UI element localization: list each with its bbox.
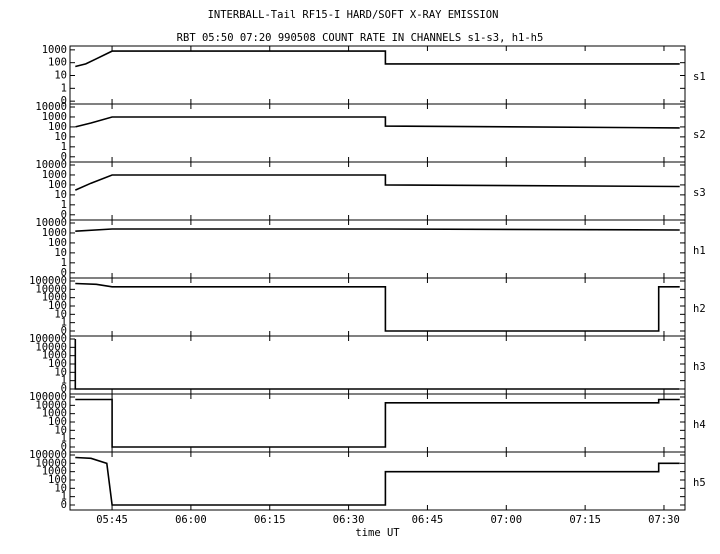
y-tick-label: 100 (48, 237, 67, 249)
y-tick-label: 100000 (29, 275, 67, 287)
data-line (75, 398, 680, 448)
chart-title: INTERBALL-Tail RF15-I HARD/SOFT X-RAY EM… (208, 9, 499, 21)
x-tick-label: 05:45 (96, 514, 128, 526)
y-tick-label: 0 (61, 325, 67, 337)
x-tick-label: 06:15 (254, 514, 286, 526)
channel-label: h2 (693, 303, 706, 315)
data-line (74, 339, 680, 390)
y-tick-label: 10000 (35, 399, 67, 411)
y-tick-label: 10 (54, 424, 67, 436)
y-tick-label: 10 (54, 189, 67, 201)
y-tick-label: 0 (61, 441, 67, 453)
y-tick-label: 0 (61, 267, 67, 279)
y-tick-label: 100 (48, 121, 67, 133)
y-tick-label: 10 (54, 247, 67, 259)
channel-label: s1 (693, 71, 706, 83)
x-tick-label: 07:30 (648, 514, 680, 526)
data-line (75, 228, 680, 232)
y-tick-label: 10 (54, 482, 67, 494)
y-tick-label: 100 (48, 57, 67, 69)
channel-label: h4 (693, 419, 706, 431)
y-tick-label: 100 (48, 179, 67, 191)
y-tick-label: 1 (61, 433, 67, 445)
y-tick-label: 100000 (29, 333, 67, 345)
channel-label: h5 (693, 477, 706, 489)
data-line (75, 282, 680, 332)
y-tick-label: 10000 (35, 457, 67, 469)
channel-label: s3 (693, 187, 706, 199)
y-tick-label: 1 (61, 317, 67, 329)
data-line (74, 174, 680, 191)
x-tick-label: 06:30 (333, 514, 365, 526)
y-tick-label: 0 (61, 499, 67, 511)
y-tick-label: 10000 (35, 217, 67, 229)
y-tick-label: 1 (61, 375, 67, 387)
y-tick-label: 1000 (42, 466, 67, 478)
y-tick-label: 1 (61, 141, 67, 153)
x-tick-label: 07:00 (490, 514, 522, 526)
data-line (75, 456, 680, 506)
chart-subtitle: RBT 05:50 07:20 990508 COUNT RATE IN CHA… (177, 32, 544, 44)
x-axis-label: time UT (355, 527, 400, 539)
y-tick-label: 10 (54, 366, 67, 378)
y-tick-label: 1000 (42, 292, 67, 304)
y-tick-label: 10000 (35, 283, 67, 295)
y-tick-label: 100000 (29, 391, 67, 403)
y-tick-label: 1000 (42, 227, 67, 239)
y-tick-label: 1 (61, 257, 67, 269)
x-tick-label: 06:00 (175, 514, 207, 526)
y-tick-label: 10 (54, 308, 67, 320)
y-tick-label: 10000 (35, 159, 67, 171)
y-tick-label: 100 (48, 300, 67, 312)
y-tick-label: 1000 (42, 408, 67, 420)
y-tick-label: 10 (54, 70, 67, 82)
y-tick-label: 100 (48, 416, 67, 428)
y-tick-label: 100 (48, 358, 67, 370)
y-tick-label: 1000 (42, 44, 67, 56)
y-tick-label: 0 (61, 151, 67, 163)
y-tick-label: 1 (61, 491, 67, 503)
y-tick-label: 0 (61, 95, 67, 107)
y-tick-label: 1000 (42, 169, 67, 181)
data-line (75, 116, 680, 129)
x-tick-label: 07:15 (569, 514, 601, 526)
y-tick-label: 0 (61, 383, 67, 395)
y-tick-label: 1 (61, 199, 67, 211)
panel-frame (69, 451, 686, 511)
y-tick-label: 100000 (29, 449, 67, 461)
y-tick-label: 100 (48, 474, 67, 486)
channel-label: h3 (693, 361, 706, 373)
channel-label: h1 (693, 245, 706, 257)
y-tick-label: 0 (61, 209, 67, 221)
y-tick-label: 1 (61, 82, 67, 94)
y-tick-label: 1000 (42, 350, 67, 362)
y-tick-label: 10000 (35, 341, 67, 353)
y-tick-label: 1000 (42, 111, 67, 123)
y-tick-label: 10000 (35, 101, 67, 113)
channel-label: s2 (693, 129, 706, 141)
y-tick-label: 10 (54, 131, 67, 143)
data-line (75, 50, 680, 68)
x-tick-label: 06:45 (412, 514, 444, 526)
